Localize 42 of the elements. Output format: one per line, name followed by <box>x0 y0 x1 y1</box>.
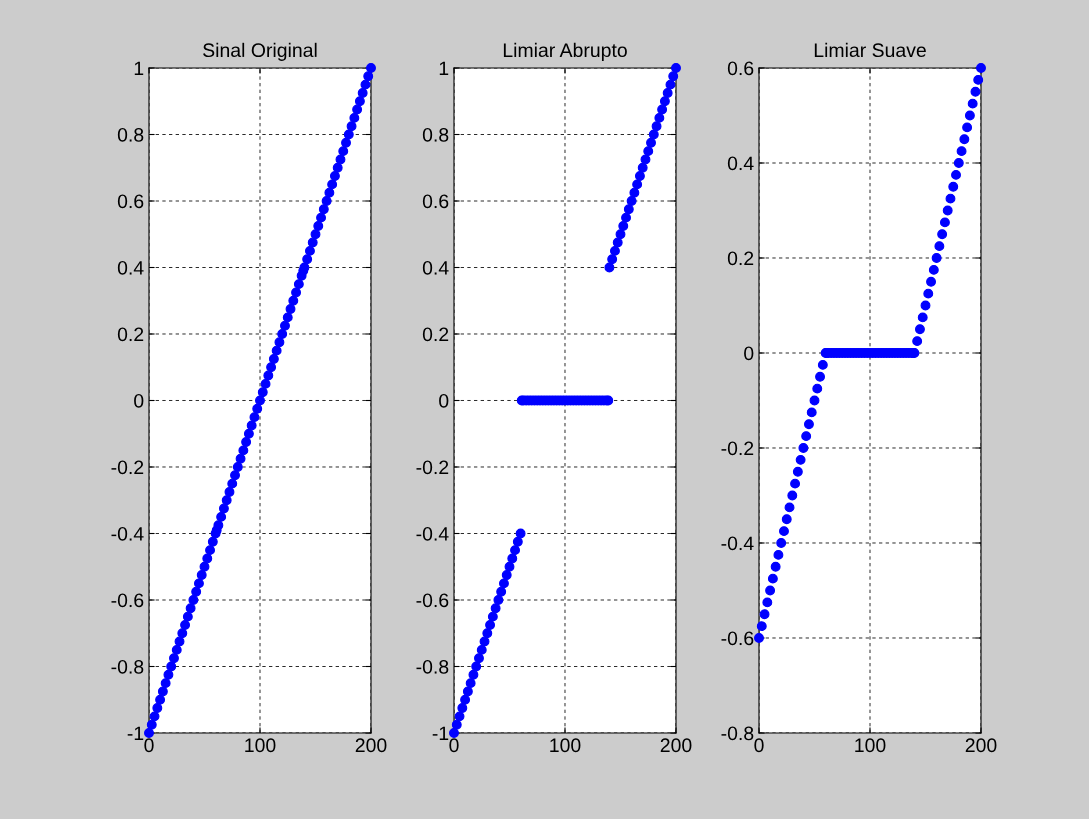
y-tick-label: 0.8 <box>422 127 449 142</box>
y-tick-label: 1 <box>439 61 449 76</box>
y-tick-label: -0.2 <box>416 460 449 475</box>
chart-title: Limiar Suave <box>814 42 926 58</box>
x-tick-label: 0 <box>144 738 154 753</box>
y-tick-label: -0.2 <box>721 441 754 456</box>
y-tick-label: -0.8 <box>111 659 144 674</box>
x-tick-label: 100 <box>855 738 886 753</box>
y-tick-label: 0.2 <box>117 327 144 342</box>
y-tick-label: -0.6 <box>721 631 754 646</box>
y-tick-label: -0.6 <box>111 593 144 608</box>
y-tick-label: 0.2 <box>422 327 449 342</box>
y-tick-label: 0.6 <box>727 61 754 76</box>
x-tick-label: 200 <box>660 738 692 753</box>
y-tick-label: 0.4 <box>117 260 144 275</box>
y-tick-label: 0.6 <box>422 194 449 209</box>
y-tick-label: 0 <box>744 346 754 361</box>
y-tick-label: -0.6 <box>416 593 449 608</box>
x-tick-label: 100 <box>245 738 276 753</box>
y-tick-label: -0.8 <box>416 659 449 674</box>
chart-title: Limiar Abrupto <box>503 42 627 61</box>
x-tick-label: 0 <box>449 738 459 753</box>
y-tick-label: 0.6 <box>117 194 144 209</box>
y-tick-label: -0.4 <box>111 526 144 541</box>
y-tick-label: 0.2 <box>727 251 754 266</box>
x-tick-label: 200 <box>965 738 997 753</box>
y-tick-label: -1 <box>432 726 449 741</box>
x-tick-label: 0 <box>754 738 764 753</box>
y-tick-label: 0 <box>134 393 144 408</box>
y-tick-label: 1 <box>134 61 144 76</box>
y-tick-label: -1 <box>127 726 144 741</box>
y-tick-label: -0.4 <box>416 526 449 541</box>
y-tick-label: -0.4 <box>721 536 754 551</box>
y-tick-label: 0.8 <box>117 127 144 142</box>
y-tick-label: 0.4 <box>727 156 754 171</box>
y-tick-label: -0.8 <box>721 726 754 741</box>
y-tick-label: -0.2 <box>111 460 144 475</box>
y-tick-label: 0 <box>439 393 449 408</box>
x-tick-label: 200 <box>355 738 387 753</box>
y-tick-label: 0.4 <box>422 260 449 275</box>
x-tick-label: 100 <box>550 738 581 753</box>
chart-title: Sinal Original <box>203 42 317 61</box>
